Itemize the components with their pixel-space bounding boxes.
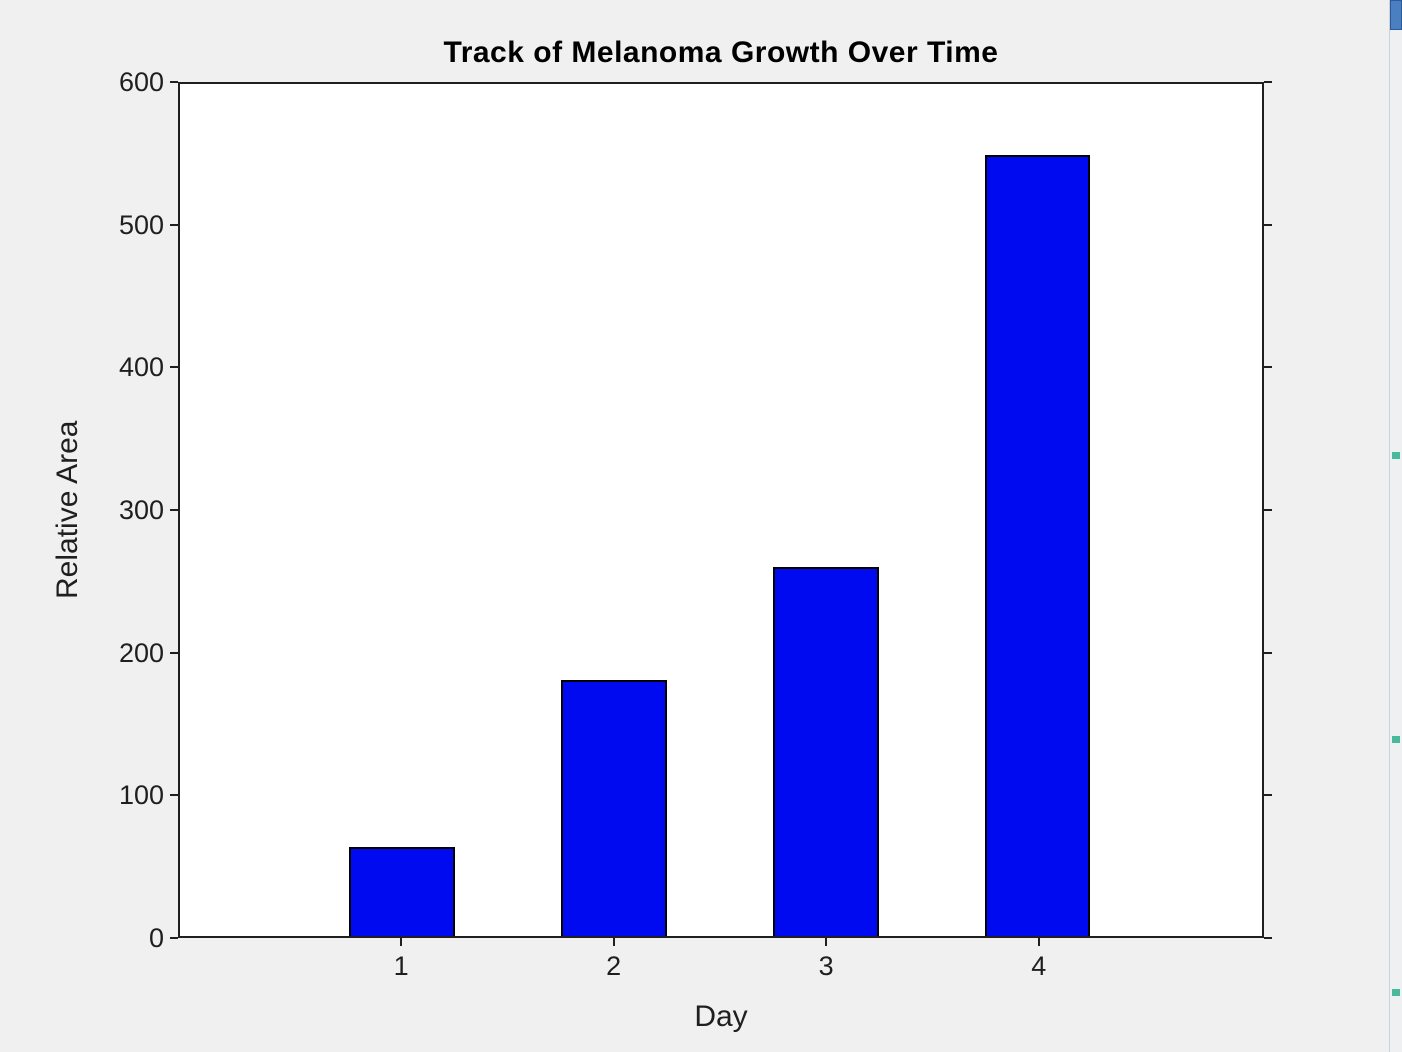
x-tick-label: 1 bbox=[393, 951, 409, 981]
y-tick-mark-right bbox=[1264, 651, 1272, 654]
scrollbar-marker[interactable] bbox=[1392, 452, 1400, 460]
right-scrollbar[interactable] bbox=[1389, 0, 1402, 1052]
y-tick-mark-right bbox=[1264, 223, 1272, 226]
scrollbar-marker[interactable] bbox=[1392, 736, 1400, 744]
bar-day-3 bbox=[772, 566, 879, 936]
x-tick-mark bbox=[612, 938, 615, 946]
x-tick-label: 4 bbox=[1031, 951, 1047, 981]
y-tick-mark-right bbox=[1264, 937, 1272, 939]
bar-day-1 bbox=[349, 846, 456, 936]
y-tick-mark-left bbox=[170, 794, 178, 797]
bar-day-4 bbox=[984, 155, 1091, 936]
y-tick-label: 100 bbox=[118, 780, 164, 811]
y-tick-label: 600 bbox=[118, 67, 164, 97]
x-tick-mark bbox=[825, 938, 828, 946]
y-tick-label: 0 bbox=[148, 923, 164, 953]
scrollbar-top-thumb[interactable] bbox=[1390, 0, 1402, 30]
y-tick-label: 300 bbox=[118, 495, 164, 525]
x-tick-label: 3 bbox=[818, 951, 834, 981]
x-tick-mark bbox=[1037, 938, 1040, 946]
x-tick-mark bbox=[400, 938, 403, 946]
y-tick-mark-left bbox=[170, 223, 178, 226]
y-tick-mark-right bbox=[1264, 81, 1272, 83]
y-tick-mark-left bbox=[170, 81, 178, 83]
plot-area bbox=[178, 82, 1264, 938]
y-tick-label: 400 bbox=[118, 352, 164, 383]
y-tick-mark-left bbox=[170, 937, 178, 939]
y-tick-mark-left bbox=[170, 651, 178, 654]
y-tick-label: 200 bbox=[118, 637, 164, 668]
y-tick-mark-right bbox=[1264, 794, 1272, 797]
y-tick-mark-left bbox=[170, 366, 178, 369]
scrollbar-marker[interactable] bbox=[1392, 988, 1400, 996]
bar-day-2 bbox=[561, 680, 667, 936]
y-tick-mark-left bbox=[170, 509, 178, 511]
y-tick-label: 500 bbox=[118, 209, 164, 240]
chart-title: Track of Melanoma Growth Over Time bbox=[443, 36, 999, 69]
x-axis-label: Day bbox=[694, 1000, 748, 1033]
y-tick-mark-right bbox=[1264, 366, 1272, 369]
y-tick-mark-right bbox=[1264, 509, 1272, 511]
x-tick-label: 2 bbox=[606, 951, 622, 981]
